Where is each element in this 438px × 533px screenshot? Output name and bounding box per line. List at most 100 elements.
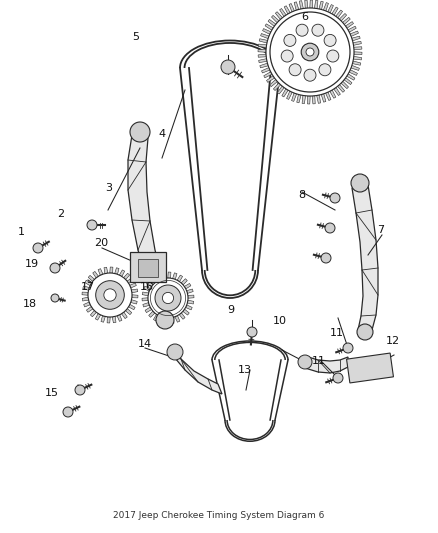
Polygon shape: [131, 289, 138, 293]
Text: 15: 15: [45, 389, 59, 398]
Circle shape: [330, 193, 340, 203]
Polygon shape: [142, 292, 148, 296]
Text: 3: 3: [105, 183, 112, 192]
Polygon shape: [127, 278, 134, 284]
Circle shape: [284, 35, 296, 46]
Text: 14: 14: [138, 339, 152, 349]
Polygon shape: [148, 311, 155, 317]
Polygon shape: [132, 295, 138, 298]
Polygon shape: [282, 89, 288, 97]
Polygon shape: [261, 34, 269, 38]
Polygon shape: [353, 42, 361, 45]
Polygon shape: [279, 9, 286, 17]
Polygon shape: [156, 274, 161, 280]
Polygon shape: [121, 312, 127, 319]
Polygon shape: [336, 10, 343, 18]
Polygon shape: [115, 268, 119, 274]
Text: 13: 13: [238, 366, 252, 375]
Polygon shape: [266, 76, 275, 83]
Polygon shape: [262, 29, 271, 34]
Polygon shape: [321, 94, 326, 102]
Polygon shape: [188, 295, 194, 298]
Polygon shape: [284, 6, 290, 14]
Text: 8: 8: [298, 190, 305, 199]
Polygon shape: [177, 275, 183, 281]
Circle shape: [319, 64, 331, 76]
Polygon shape: [353, 56, 362, 60]
Bar: [138, 259, 158, 277]
Polygon shape: [104, 267, 108, 273]
Text: 9: 9: [228, 305, 235, 315]
Polygon shape: [84, 302, 90, 307]
Circle shape: [270, 12, 350, 92]
Text: 11: 11: [329, 328, 343, 338]
Polygon shape: [294, 2, 299, 10]
Polygon shape: [325, 92, 331, 101]
Polygon shape: [300, 1, 304, 9]
Polygon shape: [98, 269, 103, 275]
Polygon shape: [330, 90, 336, 98]
Polygon shape: [305, 0, 308, 9]
Circle shape: [162, 293, 173, 304]
Bar: [130, 252, 166, 282]
Circle shape: [87, 220, 97, 230]
Text: 2017 Jeep Cherokee Timing System Diagram 6: 2017 Jeep Cherokee Timing System Diagram…: [113, 511, 325, 520]
Polygon shape: [173, 273, 177, 279]
Polygon shape: [346, 22, 353, 28]
Circle shape: [88, 273, 132, 317]
Circle shape: [155, 285, 181, 311]
Polygon shape: [110, 267, 113, 273]
Polygon shape: [314, 1, 318, 9]
Polygon shape: [119, 270, 125, 277]
Polygon shape: [343, 18, 350, 25]
Polygon shape: [344, 78, 352, 85]
Circle shape: [75, 385, 85, 395]
Polygon shape: [128, 304, 135, 310]
Circle shape: [298, 355, 312, 369]
Text: 6: 6: [301, 12, 308, 22]
Polygon shape: [142, 298, 148, 301]
Polygon shape: [273, 83, 281, 91]
Polygon shape: [170, 317, 174, 324]
Polygon shape: [317, 95, 321, 103]
Polygon shape: [117, 314, 122, 321]
Polygon shape: [179, 313, 185, 319]
Text: 11: 11: [312, 357, 326, 366]
Polygon shape: [310, 0, 313, 8]
Circle shape: [325, 223, 335, 233]
Polygon shape: [186, 305, 192, 310]
Polygon shape: [125, 309, 132, 314]
Polygon shape: [353, 61, 361, 65]
Circle shape: [357, 324, 373, 340]
Polygon shape: [128, 135, 172, 318]
Polygon shape: [153, 314, 159, 321]
Polygon shape: [332, 7, 338, 15]
Polygon shape: [85, 280, 92, 286]
Polygon shape: [151, 277, 157, 283]
Polygon shape: [307, 96, 310, 104]
Polygon shape: [265, 24, 273, 30]
Polygon shape: [90, 310, 96, 317]
Polygon shape: [323, 3, 328, 11]
Circle shape: [130, 122, 150, 142]
Circle shape: [51, 294, 59, 302]
Circle shape: [104, 289, 116, 301]
Polygon shape: [181, 279, 187, 285]
Circle shape: [167, 344, 183, 360]
Polygon shape: [258, 44, 267, 47]
Polygon shape: [147, 281, 153, 287]
Polygon shape: [352, 36, 360, 41]
Polygon shape: [82, 292, 88, 295]
Polygon shape: [270, 79, 277, 87]
Circle shape: [289, 64, 301, 76]
Circle shape: [63, 407, 73, 417]
Polygon shape: [347, 74, 355, 80]
Polygon shape: [305, 356, 348, 373]
Polygon shape: [268, 19, 276, 26]
Polygon shape: [348, 26, 356, 32]
Polygon shape: [352, 185, 378, 330]
Polygon shape: [328, 5, 333, 13]
Polygon shape: [319, 1, 323, 10]
Polygon shape: [165, 318, 168, 324]
Polygon shape: [259, 39, 268, 43]
